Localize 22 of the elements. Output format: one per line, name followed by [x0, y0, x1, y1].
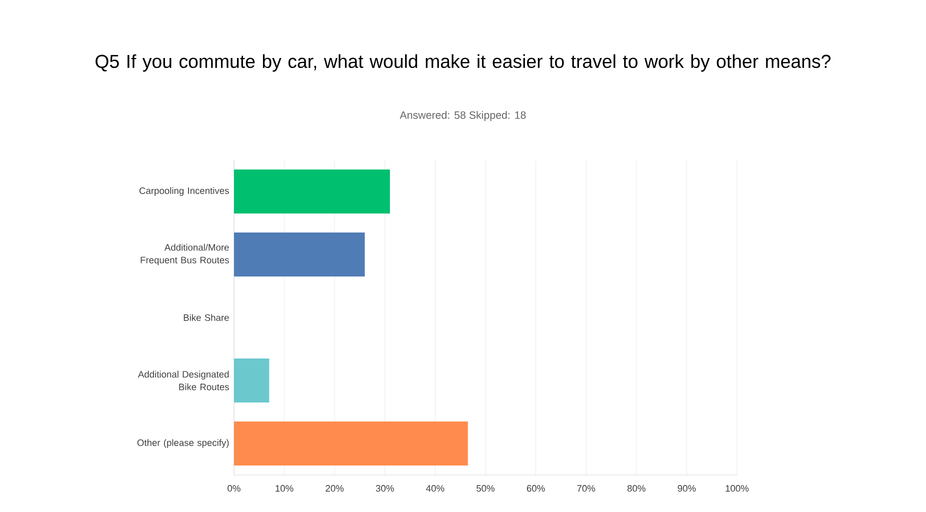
x-tick-label: 10%: [276, 485, 294, 492]
bar: [234, 358, 270, 403]
x-tick-label: 80%: [627, 485, 646, 492]
y-tick-label: Other (please specify): [137, 439, 229, 448]
x-tick-label: 50%: [476, 485, 495, 492]
bar: [234, 170, 390, 214]
y-tick-label: Additional Designated Bike Routes: [138, 370, 229, 390]
chart-subtitle: Answered: 58 Skipped: 18: [400, 111, 526, 121]
y-tick-label: Bike Share: [184, 314, 229, 321]
bar: [234, 422, 468, 466]
x-tick-label: 30%: [376, 485, 394, 492]
x-tick-label: 20%: [326, 485, 344, 492]
bar: [234, 232, 365, 277]
x-tick-label: 100%: [726, 485, 749, 492]
x-tick-label: 0%: [228, 485, 240, 492]
y-tick-label: Carpooling Incentives: [139, 187, 229, 196]
x-tick-label: 70%: [577, 485, 596, 492]
x-tick-label: 40%: [426, 485, 444, 492]
chart-title: Q5 If you commute by car, what would make it easier to travel to work by other means?: [96, 54, 831, 72]
x-tick-label: 60%: [526, 485, 545, 492]
y-tick-label: Additional/More Frequent Bus Routes: [140, 244, 229, 266]
x-tick-label: 90%: [678, 485, 696, 492]
